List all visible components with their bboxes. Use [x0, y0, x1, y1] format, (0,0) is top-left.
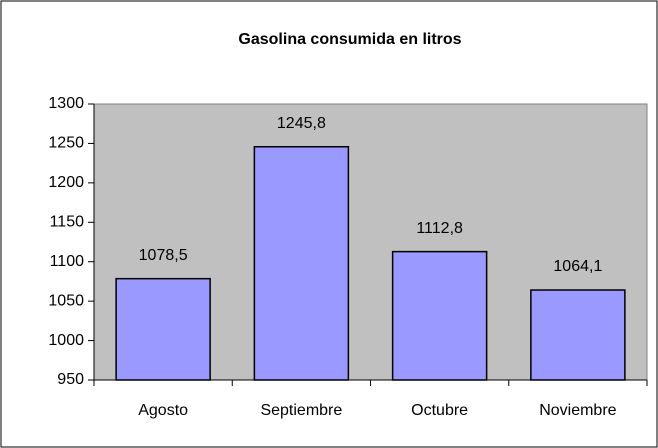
x-tick-label: Octubre [411, 402, 468, 419]
x-tick-label: Septiembre [260, 402, 342, 419]
chart-title: Gasolina consumida en litros [238, 31, 461, 48]
data-label: 1078,5 [139, 247, 188, 264]
data-label: 1245,8 [277, 115, 326, 132]
x-tick-label: Agosto [138, 402, 188, 419]
y-tick-label: 1150 [50, 214, 85, 231]
x-tick-label: Noviembre [539, 402, 616, 419]
y-tick-label: 1300 [48, 95, 84, 112]
data-label: 1112,8 [416, 220, 463, 237]
y-tick-label: 1000 [48, 332, 84, 349]
bar [253, 145, 350, 381]
bar [391, 250, 488, 381]
y-tick-label: 1050 [48, 292, 84, 309]
y-tick-label: 950 [57, 371, 84, 388]
y-tick-label: 1250 [48, 135, 84, 152]
bar [530, 289, 626, 381]
data-label: 1064,1 [553, 258, 602, 275]
bar [115, 277, 211, 381]
y-tick-label: 1200 [48, 174, 84, 191]
y-tick-label: 1100 [50, 253, 85, 270]
